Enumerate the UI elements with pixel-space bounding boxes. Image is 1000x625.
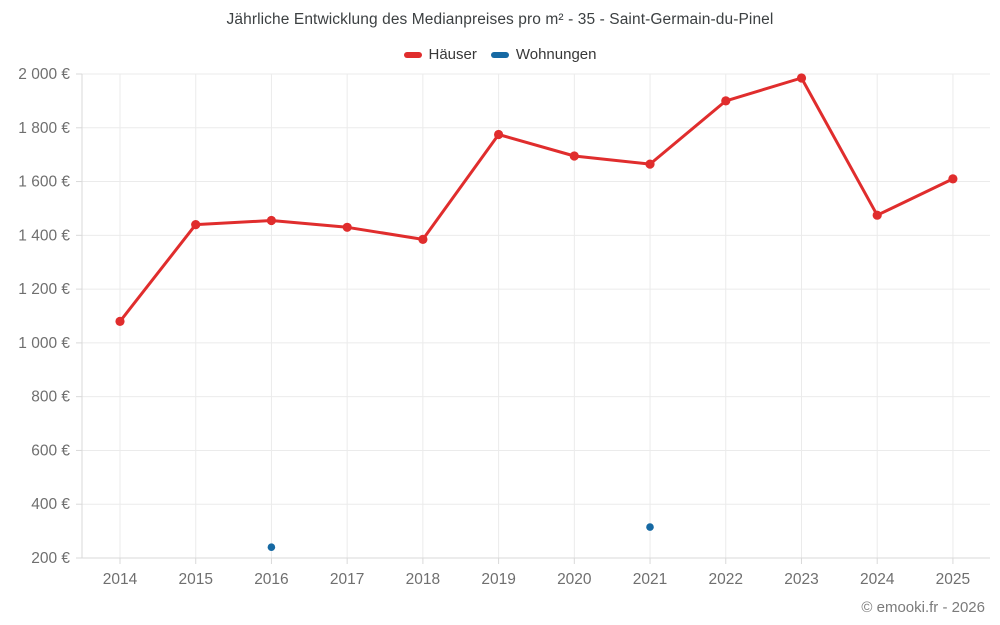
- y-axis-label: 200 €: [31, 550, 70, 567]
- data-point-hauser-2022[interactable]: [721, 96, 731, 106]
- y-axis-label: 1 800 €: [18, 120, 70, 137]
- data-point-hauser-2019[interactable]: [494, 129, 504, 140]
- legend-label-wohnungen: Wohnungen: [515, 46, 597, 63]
- x-axis-label: 2025: [936, 571, 970, 588]
- y-axis-label: 1 200 €: [18, 281, 70, 298]
- data-point-wohnungen-2016[interactable]: [267, 543, 276, 551]
- data-point-hauser-2024[interactable]: [872, 210, 882, 220]
- legend: Häuser Wohnungen: [0, 46, 1000, 63]
- y-axis-label: 600 €: [31, 442, 70, 459]
- x-axis-label: 2024: [860, 571, 895, 588]
- data-point-hauser-2021[interactable]: [645, 159, 655, 169]
- x-axis-label: 2022: [709, 571, 743, 588]
- data-point-wohnungen-2021[interactable]: [646, 523, 654, 531]
- x-axis-label: 2023: [784, 571, 818, 588]
- y-axis-label: 2 000 €: [18, 66, 70, 83]
- data-point-hauser-2025[interactable]: [948, 174, 958, 184]
- x-axis-label: 2017: [330, 571, 364, 588]
- data-point-hauser-2023[interactable]: [796, 73, 807, 83]
- legend-label-hauser: Häuser: [428, 46, 477, 63]
- y-axis-label: 1 400 €: [18, 227, 70, 244]
- x-axis-label: 2018: [406, 571, 440, 588]
- x-axis-label: 2019: [481, 571, 515, 588]
- data-point-hauser-2017[interactable]: [342, 222, 352, 232]
- chart-title: Jährliche Entwicklung des Medianpreises …: [226, 11, 774, 28]
- x-axis-label: 2015: [178, 571, 212, 588]
- x-axis-label: 2021: [633, 571, 667, 588]
- data-point-hauser-2020[interactable]: [569, 151, 579, 161]
- legend-swatch-wohnungen: [490, 51, 509, 58]
- legend-item-wohnungen[interactable]: Wohnungen: [490, 46, 597, 63]
- data-point-hauser-2014[interactable]: [115, 316, 125, 326]
- data-point-hauser-2015[interactable]: [191, 220, 201, 230]
- series-line-hauser: [118, 76, 955, 323]
- data-point-hauser-2018[interactable]: [418, 234, 428, 244]
- x-axis-label: 2016: [254, 571, 288, 588]
- legend-swatch-hauser: [403, 51, 422, 58]
- y-axis-label: 800 €: [31, 389, 70, 406]
- y-axis-label: 1 000 €: [18, 335, 70, 352]
- x-axis-label: 2020: [557, 571, 592, 588]
- y-axis-label: 1 600 €: [18, 174, 70, 191]
- data-point-hauser-2016[interactable]: [266, 215, 276, 226]
- y-axis-label: 400 €: [31, 496, 70, 513]
- x-axis-label: 2014: [103, 571, 138, 588]
- legend-item-hauser[interactable]: Häuser: [403, 46, 477, 63]
- copyright-text: © emooki.fr - 2026: [861, 599, 985, 616]
